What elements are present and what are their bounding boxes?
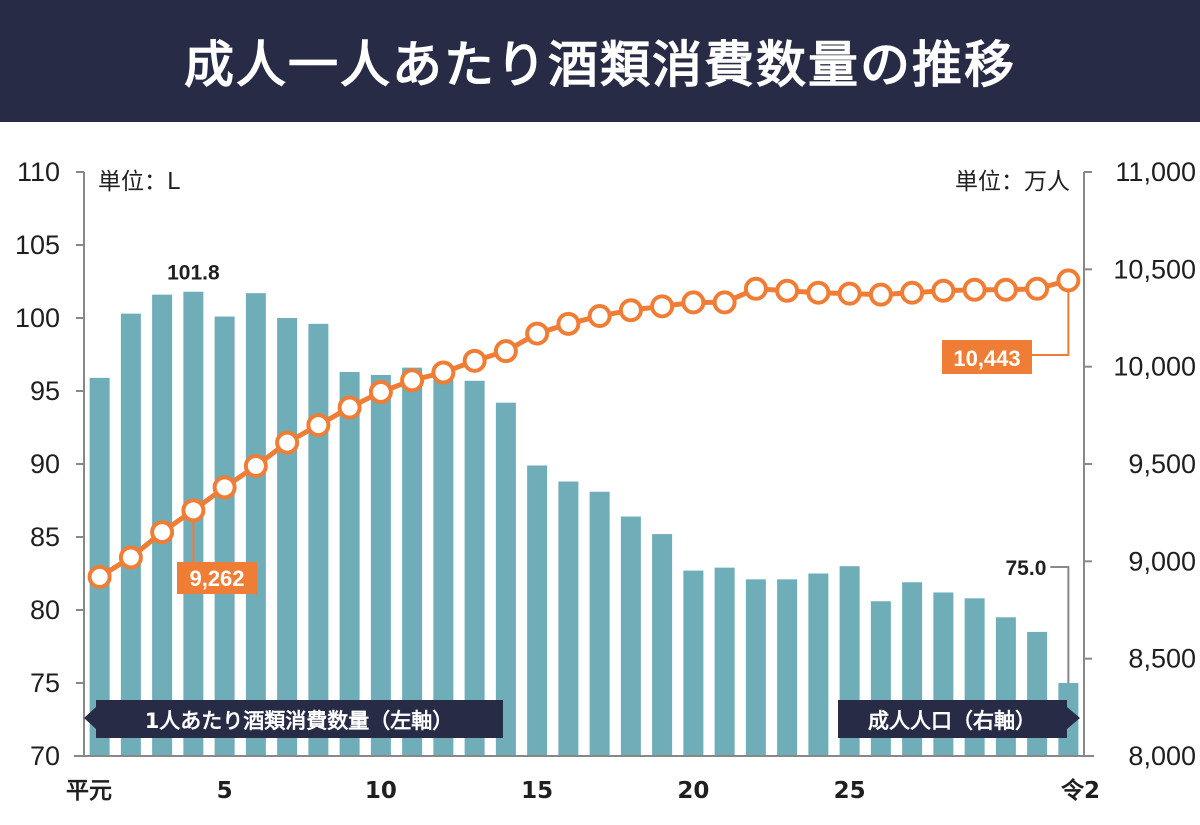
right-tick-label: 10,500	[1113, 254, 1196, 284]
right-axis-band: 成人人口（右軸）	[838, 700, 1080, 738]
left-axis-band: 1人あたり酒類消費数量（左軸）	[84, 700, 503, 738]
line-point	[118, 545, 143, 570]
bar	[620, 516, 641, 756]
bar	[464, 380, 485, 756]
line-point	[837, 281, 862, 306]
left-tick-label: 105	[15, 230, 60, 260]
line-point	[525, 321, 550, 346]
x-tick-label: 令2	[1061, 777, 1100, 804]
left-tick-label: 90	[30, 449, 60, 479]
right-tick-label: 9,000	[1128, 546, 1196, 576]
bar	[277, 318, 298, 756]
line-point	[87, 564, 112, 589]
left-tick-label: 85	[30, 522, 60, 552]
line-point	[587, 304, 612, 329]
line-point	[275, 430, 300, 455]
line-callout-label: 9,262	[189, 566, 244, 591]
line-point	[650, 294, 675, 319]
x-tick-label: 10	[365, 778, 397, 804]
bar	[245, 293, 266, 756]
right-tick-label: 11,000	[1115, 157, 1196, 187]
line-point	[181, 498, 206, 523]
bar	[339, 372, 360, 756]
bar-data-label: 75.0	[1006, 557, 1047, 580]
left-tick-label: 70	[30, 741, 60, 771]
bar	[495, 402, 516, 756]
bar	[558, 481, 579, 756]
line-point	[243, 453, 268, 478]
line-point	[931, 278, 956, 303]
line-point	[806, 280, 831, 305]
line-point	[462, 348, 487, 373]
line-point	[993, 277, 1018, 302]
bar	[777, 579, 798, 756]
bar	[214, 316, 235, 756]
bar	[402, 367, 423, 756]
bar-data-label: 101.8	[167, 262, 220, 285]
bar	[714, 567, 735, 756]
line-point	[775, 278, 800, 303]
line-point	[712, 290, 737, 315]
bar	[433, 374, 454, 756]
right-tick-label: 8,500	[1128, 644, 1196, 674]
line-point	[1056, 268, 1081, 293]
line-point	[868, 282, 893, 307]
line-point	[400, 368, 425, 393]
population-line	[98, 278, 1070, 580]
left-unit-label: 単位：L	[98, 169, 180, 195]
bar	[683, 570, 704, 756]
right-tick-label: 8,000	[1128, 741, 1196, 771]
bar	[308, 323, 329, 756]
line-point	[493, 339, 518, 364]
line-annotation-leader	[1032, 290, 1070, 356]
bar	[589, 491, 610, 756]
right-unit-label: 単位：万人	[955, 169, 1070, 195]
right-tick-label: 9,500	[1128, 449, 1196, 479]
line-point	[337, 395, 362, 420]
line-point	[618, 298, 643, 323]
left-tick-label: 80	[30, 595, 60, 625]
line-point	[1025, 276, 1050, 301]
right-axis-band-label: 成人人口（右軸）	[868, 709, 1036, 733]
x-tick-label: 平元	[66, 778, 112, 804]
line-point	[743, 276, 768, 301]
line-point	[900, 280, 925, 305]
line-point	[556, 311, 581, 336]
left-tick-label: 95	[30, 376, 60, 406]
line-point	[212, 475, 237, 500]
line-point	[681, 290, 706, 315]
x-tick-label: 20	[677, 778, 709, 804]
line-callout-box	[942, 340, 1032, 374]
bar	[370, 374, 391, 756]
line-point	[962, 277, 987, 302]
bar-annotation-leader	[1050, 566, 1070, 683]
x-tick-label: 25	[834, 778, 866, 804]
bar	[120, 313, 141, 756]
line-point	[150, 520, 175, 545]
line-callout-box	[177, 562, 257, 594]
line-callout-label: 10,443	[953, 346, 1020, 371]
x-tick-label: 5	[217, 778, 233, 804]
bar	[745, 579, 766, 756]
right-tick-label: 10,000	[1113, 352, 1196, 382]
x-tick-label: 15	[521, 778, 553, 804]
header-bar: 成人一人あたり酒類消費数量の推移	[0, 0, 1200, 122]
left-tick-label: 100	[15, 303, 60, 333]
bar	[808, 573, 829, 756]
page-title: 成人一人あたり酒類消費数量の推移	[184, 36, 1016, 94]
line-point	[306, 413, 331, 438]
left-tick-label: 110	[17, 157, 60, 187]
bar	[527, 465, 548, 756]
line-point	[368, 379, 393, 404]
bar	[652, 534, 673, 756]
left-axis-band-label: 1人あたり酒類消費数量（左軸）	[145, 709, 454, 733]
line-point	[431, 360, 456, 385]
left-tick-label: 75	[30, 668, 60, 698]
